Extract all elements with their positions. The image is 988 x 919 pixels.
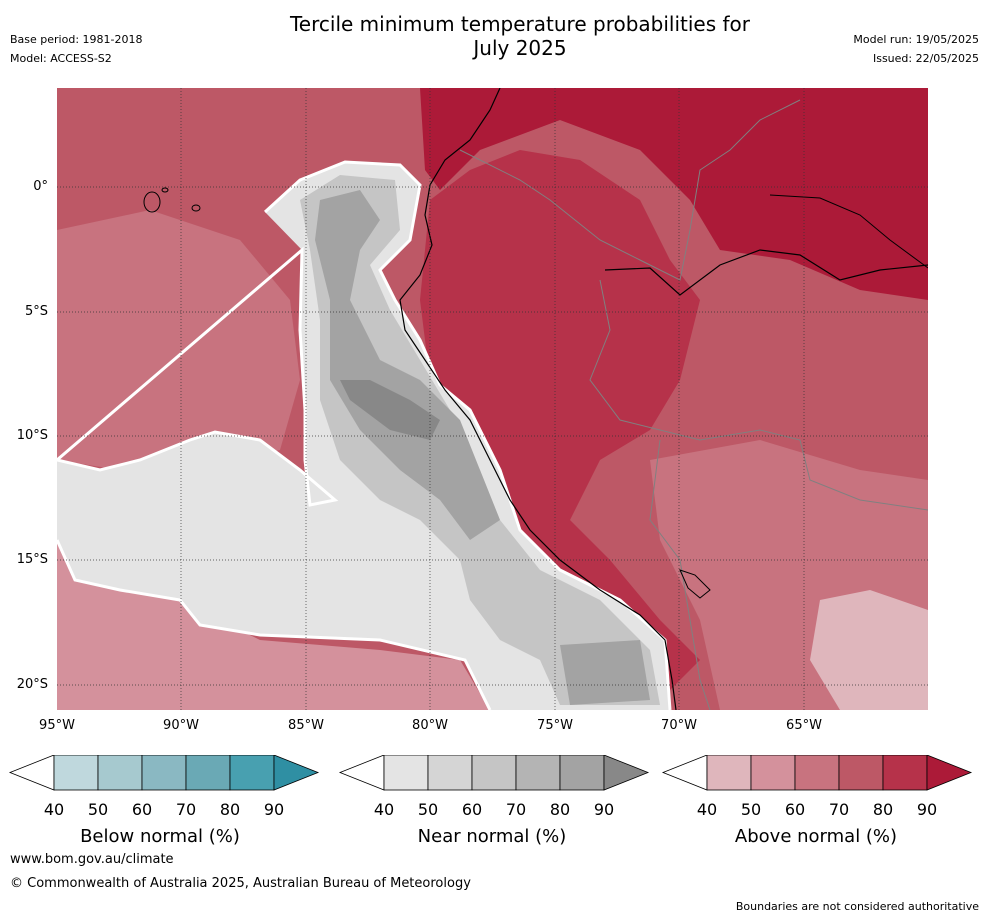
colorbar-extend-high [603, 755, 650, 791]
field-near-90 [340, 380, 440, 440]
colorbar-tick-label: 70 [505, 800, 527, 819]
colorbar-above-normal [661, 755, 973, 791]
country-border [589, 279, 928, 511]
colorbar-tick-label: 70 [175, 800, 197, 819]
colorbar-extend-high [273, 755, 320, 791]
colorbar-segment [53, 755, 99, 791]
colorbar-tick-label: 80 [872, 800, 894, 819]
map-title-line1: Tercile minimum temperature probabilitie… [289, 12, 751, 36]
footer-copyright: © Commonwealth of Australia 2025, Austra… [10, 876, 471, 891]
colorbar-segment [515, 755, 561, 791]
field-above-80 [420, 150, 700, 700]
colorbar-tick-label: 60 [784, 800, 806, 819]
field-near-80 [560, 640, 650, 705]
colorbar-segment [706, 755, 752, 791]
colorbar-tick-label: 60 [461, 800, 483, 819]
lon-label: 95°W [39, 718, 75, 733]
colorbar-tick-label: 80 [549, 800, 571, 819]
colorbar-tick-label: 90 [916, 800, 938, 819]
colorbar-below-normal [8, 755, 320, 791]
colorbar-segment [750, 755, 796, 791]
base-period-text: Base period: 1981-2018 [10, 33, 143, 46]
near-normal-boundary [57, 160, 672, 710]
colorbar-near-normal [338, 755, 650, 791]
galapagos-island [191, 204, 201, 212]
lat-label: 20°S [16, 677, 48, 692]
lake-titicaca [679, 569, 711, 599]
map-title-line2: July 2025 [473, 36, 567, 60]
lon-label: 65°W [786, 718, 822, 733]
colorbar-segment [383, 755, 429, 791]
country-border [459, 99, 801, 281]
colorbar-tick-label: 60 [131, 800, 153, 819]
colorbars [8, 755, 973, 791]
field-above-90 [420, 88, 928, 300]
footer-disclaimer: Boundaries are not considered authoritat… [735, 900, 979, 913]
colorbar-tick-label: 40 [43, 800, 65, 819]
lat-label: 0° [33, 179, 48, 194]
map-title: Tercile minimum temperature probabilitie… [200, 12, 840, 60]
amazon-river [604, 249, 928, 296]
galapagos-island [143, 191, 161, 213]
lat-label: 15°S [16, 552, 48, 567]
colorbar-extend-low [338, 755, 385, 791]
colorbar-tick-label: 50 [87, 800, 109, 819]
lon-label: 90°W [163, 718, 199, 733]
colorbar-tick-label: 50 [740, 800, 762, 819]
field-near-80 [315, 190, 500, 540]
colorbar-tick-label: 50 [417, 800, 439, 819]
map-field [57, 88, 928, 710]
colorbar-tick-label: 80 [219, 800, 241, 819]
colorbar-extend-low [661, 755, 708, 791]
galapagos-island [161, 187, 169, 193]
lat-label: 5°S [24, 304, 48, 319]
field-above-60 [57, 210, 300, 470]
colorbar-extend-low [8, 755, 55, 791]
lon-label: 80°W [412, 718, 448, 733]
colorbar-tick-label: 90 [263, 800, 285, 819]
colorbar-segment [185, 755, 231, 791]
model-text: Model: ACCESS-S2 [10, 52, 112, 65]
colorbar-tick-label: 40 [373, 800, 395, 819]
colorbar-segment [229, 755, 275, 791]
colorbar-segment [427, 755, 473, 791]
model-run-text: Model run: 19/05/2025 [853, 33, 979, 46]
graticule [57, 88, 928, 710]
footer-url[interactable]: www.bom.gov.au/climate [10, 852, 174, 867]
colorbar-tick-label: 40 [696, 800, 718, 819]
colorbar-segment [838, 755, 884, 791]
colorbar-segment [794, 755, 840, 791]
colorbar-title-near: Near normal (%) [417, 826, 567, 847]
colorbar-tick-label: 90 [593, 800, 615, 819]
country-border [649, 439, 711, 710]
colorbar-segment [559, 755, 605, 791]
probability-map [57, 88, 928, 710]
colorbar-title-below: Below normal (%) [80, 826, 240, 847]
coastline [399, 88, 677, 710]
colorbar-segment [141, 755, 187, 791]
colorbar-segment [97, 755, 143, 791]
colorbar-title-above: Above normal (%) [734, 826, 898, 847]
lon-label: 75°W [537, 718, 573, 733]
river [769, 194, 928, 269]
issued-text: Issued: 22/05/2025 [872, 52, 979, 65]
lon-label: 85°W [288, 718, 324, 733]
colorbar-segment [471, 755, 517, 791]
lat-label: 10°S [16, 428, 48, 443]
field-above-40 [810, 590, 928, 710]
colorbar-segment [882, 755, 928, 791]
colorbar-extend-high [926, 755, 973, 791]
field-above-50 [57, 530, 490, 710]
colorbar-tick-label: 70 [828, 800, 850, 819]
lon-label: 70°W [661, 718, 697, 733]
